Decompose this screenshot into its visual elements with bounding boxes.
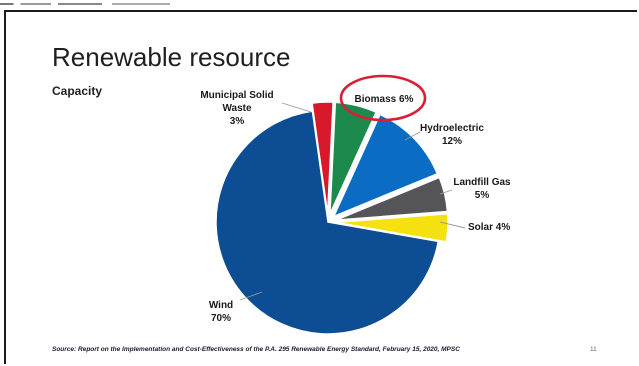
slice-label-solar: Solar 4%: [468, 222, 510, 233]
pie-slice-landfill-gas: [335, 176, 449, 221]
slice-label-municipal-solid-waste: Municipal Solid Waste 3%: [200, 90, 273, 127]
slice-labels: Municipal Solid Waste 3% Biomass 6% Hydroele…: [200, 90, 511, 324]
slice-label-wind: Wind 70%: [209, 300, 233, 324]
biomass-highlight-ring: [339, 74, 427, 122]
leader-line-hydroelectric: [404, 131, 421, 141]
leader-line-municipal-solid-waste: [281, 102, 312, 113]
pie-slice-wind: [215, 110, 440, 335]
source-citation: Source: Report on the Implementation and…: [52, 346, 460, 353]
page-number: 11: [590, 346, 597, 353]
pie-slice-municipal-solid-waste: [311, 101, 334, 215]
slide-subtitle: Capacity: [52, 84, 103, 98]
slice-label-biomass: Biomass 6%: [355, 94, 414, 105]
scan-artifact: [0, 3, 170, 5]
pie-slice-solar: [335, 212, 449, 243]
pie-slice-biomass: [329, 101, 378, 215]
slice-label-hydroelectric: Hydroelectric 12%: [420, 123, 484, 147]
leader-line-solar: [439, 221, 466, 229]
slide-frame: [4, 10, 637, 364]
slide-title: Renewable resource: [52, 42, 291, 72]
pie-slices: [215, 101, 449, 335]
slice-label-landfill-gas: Landfill Gas 5%: [453, 177, 511, 201]
leader-lines: [239, 102, 466, 301]
leader-line-landfill-gas: [439, 189, 453, 195]
leader-line-wind: [239, 291, 263, 301]
pie-slice-hydroelectric: [332, 113, 439, 218]
